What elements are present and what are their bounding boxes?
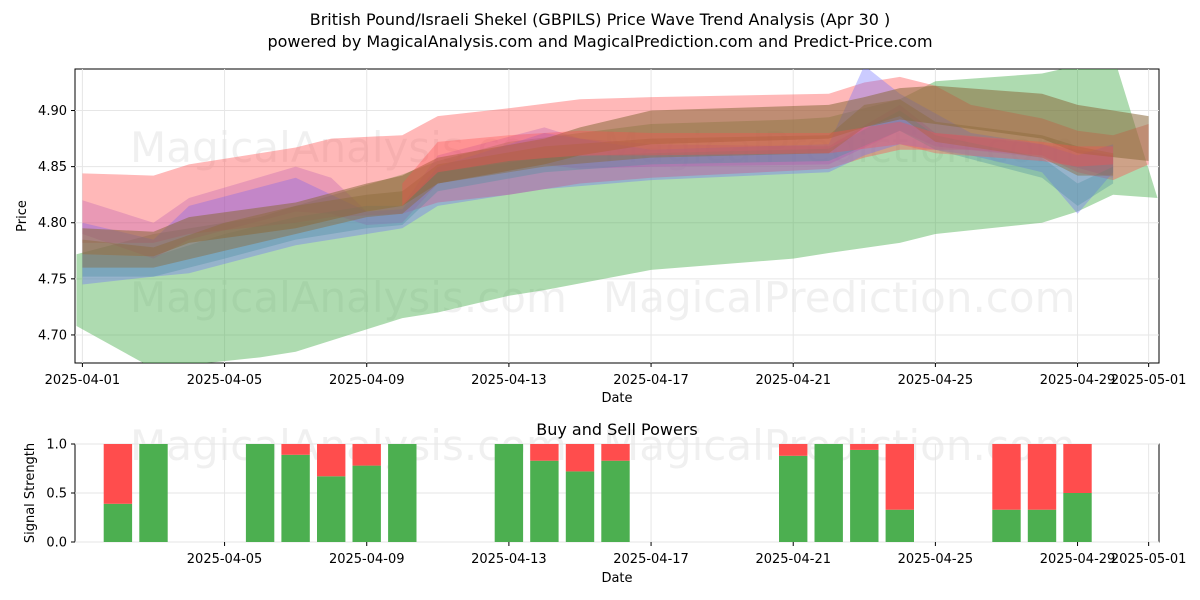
signal-x-tick-label: 2025-04-05 <box>187 552 263 567</box>
price-band-brown <box>82 99 1114 268</box>
sell-bar <box>850 444 879 450</box>
price-x-tick-label: 2025-04-13 <box>471 373 547 388</box>
price-x-tick-label: 2025-04-09 <box>329 373 405 388</box>
sell-bar <box>317 444 346 477</box>
signal-y-tick-label: 1.0 <box>46 438 67 453</box>
chart-title: British Pound/Israeli Shekel (GBPILS) Pr… <box>309 10 891 29</box>
price-bands <box>76 69 1158 363</box>
buy-bar <box>245 444 275 542</box>
buy-bar <box>601 460 630 542</box>
signal-x-axis: 2025-04-05 2025-04-09 2025-04-13 2025-04-17… <box>187 542 1187 567</box>
signal-chart: Buy and Sell Powers 2025-04-05 2025-04-09… <box>23 420 1186 586</box>
buy-bar <box>814 444 843 542</box>
sell-bar <box>992 444 1021 510</box>
buy-bar <box>1063 493 1092 542</box>
price-y-axis: 4.70 4.75 4.80 4.85 4.90 <box>38 104 75 343</box>
price-x-tick-label: 2025-04-29 <box>1040 373 1116 388</box>
price-band-teal <box>82 110 1114 277</box>
price-x-tick-label: 2025-04-05 <box>187 373 263 388</box>
sell-bar <box>281 444 310 455</box>
buy-bar <box>885 509 914 542</box>
chart-subtitle: powered by MagicalAnalysis.com and Magic… <box>267 32 933 51</box>
price-y-tick-label: 4.90 <box>38 104 67 119</box>
price-chart-frame <box>74 68 1160 364</box>
signal-y-axis-label: Signal Strength <box>23 443 38 543</box>
signal-chart-title: Buy and Sell Powers <box>536 420 698 439</box>
signal-x-tick-label: 2025-04-17 <box>613 552 689 567</box>
price-y-tick-label: 4.70 <box>38 328 67 343</box>
price-band-purple <box>82 104 1114 259</box>
buy-bar <box>317 476 346 542</box>
signal-x-axis-label: Date <box>601 571 632 586</box>
sell-bar <box>885 444 914 510</box>
price-y-tick-label: 4.75 <box>38 272 67 287</box>
price-x-tick-label: 2025-04-21 <box>755 373 831 388</box>
signal-x-tick-label: 2025-05-01 <box>1111 552 1187 567</box>
signal-x-tick-label: 2025-04-29 <box>1040 552 1116 567</box>
watermark-layer: MagicalAnalysis.com MagicalAnalysis.com Ma… <box>130 123 1076 470</box>
buy-bar <box>388 444 417 542</box>
price-x-axis-label: Date <box>601 391 632 406</box>
price-x-tick-label: 2025-04-25 <box>898 373 974 388</box>
price-chart: 2025-04-01 2025-04-05 2025-04-09 2025-04-13… <box>15 68 1187 406</box>
sell-bar <box>601 444 630 461</box>
price-y-tick-label: 4.85 <box>38 160 67 175</box>
sell-bar <box>779 444 808 456</box>
buy-bar <box>103 503 133 542</box>
signal-x-tick-label: 2025-04-13 <box>471 552 547 567</box>
price-x-tick-label: 2025-04-17 <box>613 373 689 388</box>
watermark-text: MagicalPrediction.com <box>603 273 1076 322</box>
price-band-brown <box>82 85 1149 257</box>
buy-bar <box>992 509 1021 542</box>
buy-bar <box>139 444 168 542</box>
price-x-tick-label: 2025-05-01 <box>1111 373 1187 388</box>
sell-bar <box>352 444 381 466</box>
buy-bar <box>565 471 595 542</box>
sell-bar <box>1063 444 1092 493</box>
price-y-axis-label: Price <box>15 200 30 232</box>
signal-y-tick-label: 0.5 <box>46 487 67 502</box>
buy-bar <box>850 449 879 542</box>
buy-bar <box>494 444 524 542</box>
buy-bar <box>281 454 310 542</box>
sell-bar <box>530 444 559 461</box>
buy-bar <box>779 455 808 542</box>
price-x-tick-label: 2025-04-01 <box>45 373 121 388</box>
price-band-green <box>76 69 1158 363</box>
signal-x-tick-label: 2025-04-09 <box>329 552 405 567</box>
buy-bar <box>1027 509 1057 542</box>
signal-y-tick-label: 0.0 <box>46 536 67 551</box>
watermark-text: MagicalAnalysis.com <box>130 421 567 470</box>
signal-bars <box>103 444 1092 542</box>
sell-bar <box>103 444 133 504</box>
signal-x-tick-label: 2025-04-25 <box>898 552 974 567</box>
buy-bar <box>530 460 559 542</box>
sell-bar <box>565 444 595 472</box>
watermark-text: MagicalAnalysis.com <box>130 273 567 322</box>
buy-bar <box>352 465 381 542</box>
signal-y-axis: 0.0 0.5 1.0 <box>46 438 75 551</box>
price-x-axis: 2025-04-01 2025-04-05 2025-04-09 2025-04-13… <box>45 363 1187 388</box>
price-band-red <box>402 121 1114 206</box>
signal-x-tick-label: 2025-04-21 <box>755 552 831 567</box>
price-band-group <box>76 69 1158 363</box>
sell-bar <box>1027 444 1057 510</box>
price-y-tick-label: 4.80 <box>38 216 67 231</box>
